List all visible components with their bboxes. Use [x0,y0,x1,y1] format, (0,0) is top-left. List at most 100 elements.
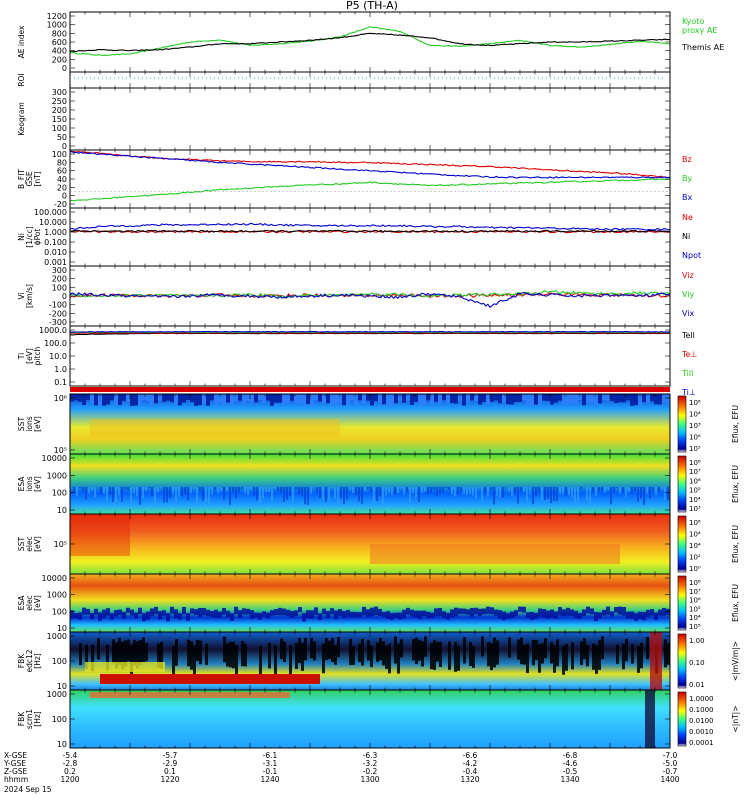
sst_ion-ytick-label: 10⁶ [54,394,67,403]
ae-series-kyoto-proxy-ae [70,27,670,56]
bfield-ylabel: [nT] [33,171,42,186]
esa_ion-spectrogram [70,454,670,514]
x-axis-value: 1220 [160,775,179,784]
esa_ion-colorbar-tick: 10⁶ [689,477,701,485]
bfield-plot-area [70,151,670,201]
ae-legend-kyoto-proxy-ae: proxy AE [682,26,717,35]
density-ytick-label: 100.000 [34,208,67,217]
ae-ytick-label: 1200 [47,12,67,21]
ae-plot-area [70,27,670,56]
sst_ion-colorbar-tick: 10³ [689,422,701,430]
fbk_e-ytick-label: 1000 [47,632,67,641]
velocity-legend-vix: Vix [682,309,695,318]
fbk_b-ylabel: [Hz] [33,711,42,727]
temperature-series-ti- [70,332,670,333]
esa_elec-ytick-label: 100 [52,607,67,616]
x-axis-value: 1400 [660,775,679,784]
roi-ylabel: ROI [17,73,26,86]
sst_elec-ylabel: [eV] [33,536,42,552]
velocity-ylabel: [km/s] [25,284,34,308]
fbk_b-spectrogram [70,690,670,748]
fbk_b-ytick-label: 100 [52,715,67,724]
fbk_e-colorbar-tick: 0.01 [689,681,705,689]
esa_elec-colorbar-tick: 10⁸ [689,579,701,587]
esa_elec-colorbar-tick: 10⁵ [689,605,701,613]
esa_ion-colorbar-tick: 10⁴ [689,496,701,504]
fbk_b-ytick-label: 10 [57,740,67,749]
ae-ytick-label: 0 [62,64,67,73]
sst_ion-colorbar-tick: 10⁶ [689,434,701,442]
esa_elec-colorbar-tick: 10⁴ [689,614,701,622]
keogram-frame [70,88,670,150]
density-plot-area [70,224,670,233]
fbk_e-colorbar-tick: 1.00 [689,637,705,645]
esa_ion-ytick-label: 1000 [47,471,67,480]
sst_elec-colorbar-tick: 10² [689,554,701,562]
sst_ion-colorbar-tick: 10⁴ [689,411,701,419]
temperature-ylabel: pitch [33,346,42,365]
keogram-ytick-label: 150 [52,115,67,124]
keogram-ytick-label: 200 [52,106,67,115]
density-frame [70,208,670,266]
temperature-ytick-label: 10.0 [49,352,67,361]
bfield-legend-by: By [682,174,692,183]
sst_ion-colorbar-label: Eflux, EFU [731,405,740,443]
temperature-ytick-label: 0.1 [54,378,67,387]
temperature-ytick-label: 1.0 [54,365,67,374]
ae-legend-themis-ae: Themis AE [681,43,724,52]
esa_ion-ytick-label: 100 [52,489,67,498]
velocity-legend-viz: Viz [682,271,694,280]
keogram-ytick-label: 50 [57,133,67,142]
esa_elec-colorbar-tick: 10⁵ [689,623,701,631]
velocity-ytick-label: -200 [49,309,67,318]
bfield-legend-bz: Bz [682,155,692,164]
sst_ion-colorbar-tick: 10⁸ [689,399,701,407]
fbk_e-colorbar [678,634,686,688]
fbk_e-colorbar-label: <|mV/m|> [731,641,740,681]
ae-ylabel: AE index [17,25,26,58]
temperature-legend-te-: Te⊥ [681,350,697,359]
keogram-ytick-label: 250 [52,97,67,106]
temperature-legend-till: Till [681,369,693,378]
x-axis-value: 1200 [60,775,79,784]
sst_elec-ytick-label: 10⁵ [54,540,67,549]
temperature-legend-ti-: Ti⊥ [681,388,696,397]
fbk_b-colorbar-tick: 0.0010 [689,728,714,736]
esa_ion-ytick-label: 10000 [42,454,67,463]
temperature-legend-tell: Tell [681,331,695,340]
bfield-legend-bx: Bx [682,193,692,202]
fbk_e-colorbar-tick: 0.10 [689,659,705,667]
esa_elec-colorbar-label: Eflux, EFU [731,584,740,622]
x-axis-row-label: hhmm [4,775,28,784]
keogram-ylabel: Keogram [17,102,26,136]
velocity-ytick-label: 200 [52,275,67,284]
fbk_b-colorbar-label: <|nT|> [731,706,740,733]
velocity-ytick-label: 300 [52,266,67,275]
bfield-frame [70,150,670,208]
sst_elec-colorbar-tick: 10⁸ [689,519,701,527]
esa_elec-spectrogram [70,574,670,632]
fbk_b-colorbar-tick: 0.0100 [689,717,714,725]
density-ytick-label: 0.010 [44,248,67,257]
ae-ytick-label: 200 [52,55,67,64]
temperature-frame [70,326,670,386]
sst_elec-colorbar-tick: 10⁰ [689,565,701,573]
fbk_b-colorbar-tick: 0.0001 [689,739,714,747]
ae-series-themis-ae [70,33,670,51]
sst_elec-colorbar-tick: 10⁴ [689,531,701,539]
bfield-series-by [70,179,670,201]
esa_elec-colorbar-tick: 10⁶ [689,597,701,605]
x-axis-value: 1300 [360,775,379,784]
fbk_b-colorbar-tick: 0.1000 [689,706,714,714]
velocity-ytick-label: 0 [62,292,67,301]
esa_elec-ylabel: [eV] [33,595,42,611]
fbk_b-ytick-label: 1000 [47,690,67,699]
bfield-series-bx [70,152,670,178]
esa_ion-colorbar-tick: 10³ [689,505,701,513]
fbk_e-ytick-label: 100 [52,657,67,666]
x-axis-row-label: 2024 Sep 15 [4,785,52,794]
velocity-ytick-label: -100 [49,301,67,310]
temperature-ytick-label: 1000.0 [39,326,67,335]
